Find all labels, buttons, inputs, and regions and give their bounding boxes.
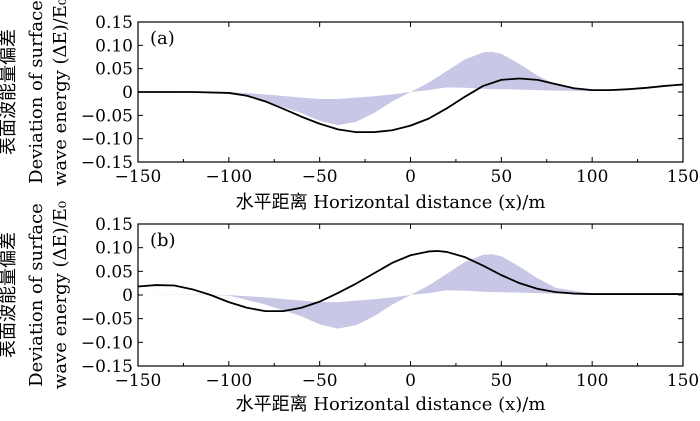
x-tick-label: 0	[405, 371, 416, 391]
x-tick-label: 150	[667, 371, 699, 391]
x-tick-label: 100	[576, 371, 608, 391]
y-tick-label: −0.10	[81, 130, 133, 150]
y-tick-label: 0	[122, 286, 133, 306]
series-line	[138, 77, 684, 134]
y-tick-label: 0	[122, 83, 133, 103]
x-axis-title: 水平距离 Horizontal distance (x)/m	[236, 192, 546, 213]
series-shaded-area	[138, 51, 683, 126]
panel-label: (a)	[150, 28, 175, 49]
x-tick-label: 50	[491, 167, 513, 187]
y-tick-label: 0.15	[95, 215, 133, 235]
x-tick-label: 0	[405, 167, 416, 187]
x-tick-label: 100	[576, 167, 608, 187]
y-tick-label: 0.05	[95, 60, 133, 80]
chart-panel-b: −150 −100 −50 0 50 100 150 0.15 0.10 0.05 0 −0.05 −0…	[0, 201, 699, 415]
y-axis-title-line: 表面波能量偏差	[0, 29, 19, 155]
y-tick-label: −0.10	[81, 333, 133, 353]
y-axis-title-line: Deviation of surface	[26, 0, 47, 184]
y-tick-label: 0.05	[95, 262, 133, 282]
y-tick-label: 0.10	[95, 239, 133, 259]
x-tick-label: −100	[205, 167, 252, 187]
x-tick-label: 50	[491, 371, 513, 391]
y-axis-title-line: 表面波能量偏差	[0, 232, 19, 358]
x-tick-label: −50	[302, 167, 338, 187]
y-tick-label: −0.05	[81, 106, 133, 126]
y-tick-label: −0.05	[81, 310, 133, 330]
y-tick-label: 0.10	[95, 36, 133, 56]
y-tick-label: 0.15	[95, 13, 133, 33]
y-tick-label: −0.15	[81, 357, 133, 377]
panel-label: (b)	[150, 230, 176, 251]
x-tick-label: −150	[115, 167, 162, 187]
x-tick-label: 150	[667, 167, 699, 187]
y-tick-label: −0.15	[81, 153, 133, 173]
chart-panel-a: −150 −100 −50 0 50 100 150 0.15 0.10 0.05 0 −0.05 −0…	[0, 0, 699, 213]
x-tick-label: −100	[205, 371, 252, 391]
x-tick-label: −150	[115, 371, 162, 391]
series-line	[137, 250, 683, 312]
y-axis-title-line: Deviation of surface	[26, 203, 47, 387]
y-axis-title-line: wave energy (ΔE)/E₀	[50, 201, 71, 389]
series-shaded-area	[138, 254, 683, 329]
x-axis-title: 水平距离 Horizontal distance (x)/m	[236, 394, 546, 415]
y-axis-title-line: wave energy (ΔE)/E₀	[50, 0, 71, 186]
x-tick-label: −50	[302, 371, 338, 391]
